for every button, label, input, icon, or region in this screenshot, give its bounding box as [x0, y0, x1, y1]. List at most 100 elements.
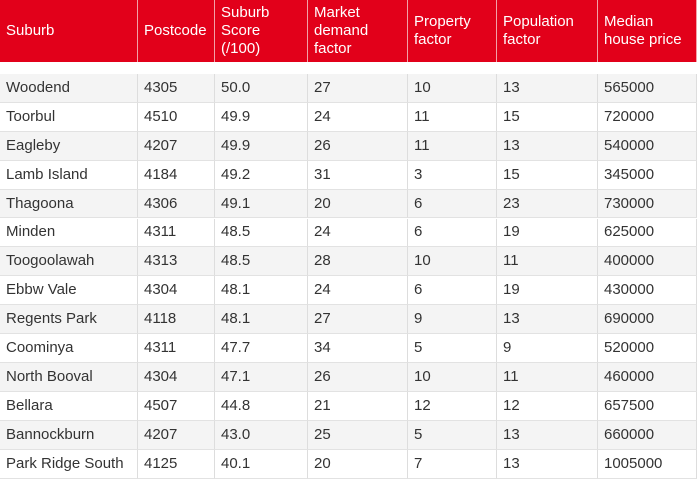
table-cell: 4304: [138, 276, 215, 306]
header-cell: Market demand factor: [308, 0, 408, 62]
table-cell: 4507: [138, 391, 215, 421]
table-cell: 6: [408, 276, 497, 306]
table-cell: 50.0: [215, 74, 308, 103]
table-cell: 15: [497, 102, 598, 132]
table-cell: 5: [408, 420, 497, 450]
table-cell: 47.1: [215, 363, 308, 392]
table-cell: 48.1: [215, 305, 308, 335]
table-cell: 21: [308, 391, 408, 421]
table-cell: Eagleby: [0, 131, 138, 161]
header-cell: Population factor: [497, 0, 598, 62]
table-cell: 47.7: [215, 334, 308, 363]
table-cell: 26: [308, 131, 408, 161]
table-cell: 24: [308, 218, 408, 248]
table-cell: Thagoona: [0, 189, 138, 219]
table-cell: 49.9: [215, 131, 308, 161]
table-cell: 9: [497, 334, 598, 363]
table-cell: Ebbw Vale: [0, 276, 138, 306]
table-cell: 10: [408, 247, 497, 277]
table-cell: 4313: [138, 247, 215, 277]
table-cell: 11: [497, 363, 598, 392]
table-cell: 43.0: [215, 420, 308, 450]
table-cell: 13: [497, 74, 598, 103]
table-cell: 460000: [598, 363, 697, 392]
table-cell: 49.2: [215, 160, 308, 190]
table-cell: 27: [308, 74, 408, 103]
table-cell: 345000: [598, 160, 697, 190]
table-cell: Woodend: [0, 74, 138, 103]
table-cell: Regents Park: [0, 305, 138, 335]
table-cell: 690000: [598, 305, 697, 335]
table-cell: 20: [308, 189, 408, 219]
table-cell: Minden: [0, 218, 138, 248]
table-cell: 5: [408, 334, 497, 363]
table-cell: Toogoolawah: [0, 247, 138, 277]
table-cell: 720000: [598, 102, 697, 132]
table-cell: Bellara: [0, 391, 138, 421]
table-cell: 3: [408, 160, 497, 190]
table-cell: 26: [308, 363, 408, 392]
table-cell: 4311: [138, 218, 215, 248]
table-cell: 11: [408, 131, 497, 161]
table-cell: 23: [497, 189, 598, 219]
table-cell: 10: [408, 363, 497, 392]
table-cell: 4207: [138, 131, 215, 161]
table-cell: 4184: [138, 160, 215, 190]
table-cell: 20: [308, 449, 408, 479]
table-cell: 430000: [598, 276, 697, 306]
table-cell: 625000: [598, 218, 697, 248]
table-cell: 15: [497, 160, 598, 190]
table-cell: 31: [308, 160, 408, 190]
table-cell: 13: [497, 305, 598, 335]
table-cell: 7: [408, 449, 497, 479]
table-cell: 12: [408, 391, 497, 421]
table-cell: 4304: [138, 363, 215, 392]
table-cell: 9: [408, 305, 497, 335]
table-cell: 40.1: [215, 449, 308, 479]
table-cell: 13: [497, 131, 598, 161]
table-cell: 11: [497, 247, 598, 277]
table-cell: Toorbul: [0, 102, 138, 132]
table-cell: 730000: [598, 189, 697, 219]
header-cell: Property factor: [408, 0, 497, 62]
table-cell: 1005000: [598, 449, 697, 479]
table-cell: 13: [497, 449, 598, 479]
table-cell: 540000: [598, 131, 697, 161]
table-cell: 10: [408, 74, 497, 103]
header-cell: Suburb: [0, 0, 138, 62]
table-cell: 400000: [598, 247, 697, 277]
table-cell: 657500: [598, 391, 697, 421]
table-cell: 6: [408, 218, 497, 248]
table-cell: 24: [308, 102, 408, 132]
table-cell: 4305: [138, 74, 215, 103]
table-cell: 48.5: [215, 247, 308, 277]
table-cell: 565000: [598, 74, 697, 103]
table-cell: 49.9: [215, 102, 308, 132]
table-cell: 28: [308, 247, 408, 277]
table-cell: 4125: [138, 449, 215, 479]
table-cell: Park Ridge South: [0, 449, 138, 479]
table-cell: 4306: [138, 189, 215, 219]
table-cell: 4207: [138, 420, 215, 450]
table-cell: 4510: [138, 102, 215, 132]
table-cell: 27: [308, 305, 408, 335]
table-cell: 19: [497, 218, 598, 248]
header-cell: Median house price: [598, 0, 697, 62]
table-cell: 660000: [598, 420, 697, 450]
table-cell: 24: [308, 276, 408, 306]
table-cell: 11: [408, 102, 497, 132]
table-cell: 34: [308, 334, 408, 363]
table-cell: Lamb Island: [0, 160, 138, 190]
table-cell: 49.1: [215, 189, 308, 219]
table-cell: Coominya: [0, 334, 138, 363]
table-cell: 48.5: [215, 218, 308, 248]
table-cell: 13: [497, 420, 598, 450]
table-cell: 4118: [138, 305, 215, 335]
table-cell: 44.8: [215, 391, 308, 421]
table-cell: 520000: [598, 334, 697, 363]
table-cell: 6: [408, 189, 497, 219]
table-cell: Bannockburn: [0, 420, 138, 450]
header-cell: Postcode: [138, 0, 215, 62]
table-cell: North Booval: [0, 363, 138, 392]
